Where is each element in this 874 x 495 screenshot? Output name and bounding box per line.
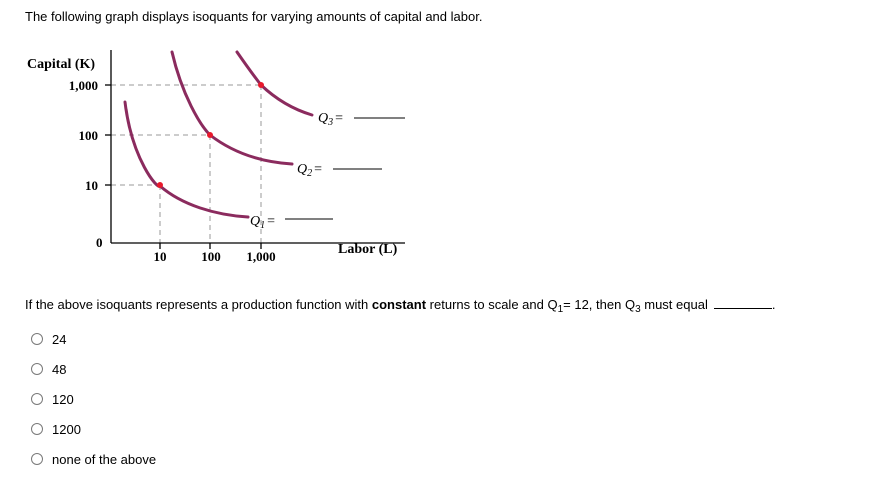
- radio-button[interactable]: [31, 363, 43, 375]
- origin-label: 0: [96, 235, 103, 250]
- isoquant-q3-label: Q3 =: [318, 111, 343, 128]
- radio-button[interactable]: [31, 423, 43, 435]
- radio-button[interactable]: [31, 333, 43, 345]
- radio-button[interactable]: [31, 453, 43, 465]
- option-label: 1200: [52, 421, 81, 437]
- option-label: 48: [52, 361, 67, 377]
- isoquant-q3-point: [258, 82, 264, 88]
- x-axis-label: Labor (L): [338, 242, 398, 257]
- y-tick-label: 100: [79, 128, 99, 143]
- option-48[interactable]: 48: [31, 360, 66, 378]
- option-24[interactable]: 24: [31, 330, 66, 348]
- x-tick-label: 10: [154, 249, 167, 264]
- radio-button[interactable]: [31, 393, 43, 405]
- y-tick-label: 10: [85, 178, 98, 193]
- answer-blank: [713, 296, 772, 309]
- intro-text: The following graph displays isoquants f…: [25, 9, 483, 24]
- option-none-of-the-above[interactable]: none of the above: [31, 450, 156, 468]
- option-120[interactable]: 120: [31, 390, 74, 408]
- isoquant-q3-curve: [235, 50, 314, 117]
- isoquant-q1-curve: [123, 100, 250, 219]
- question-text: If the above isoquants represents a prod…: [25, 296, 776, 315]
- isoquant-q2-label: Q2 =: [297, 162, 322, 179]
- option-label: 120: [52, 391, 74, 407]
- question-emphasis: constant: [371, 297, 427, 312]
- option-label: 24: [52, 331, 67, 347]
- y-tick-label: 1,000: [69, 78, 98, 93]
- x-tick-label: 100: [201, 249, 221, 264]
- isoquant-q1-label: Q1 =: [250, 214, 275, 231]
- isoquant-q2-curve: [170, 50, 294, 166]
- option-1200[interactable]: 1200: [31, 420, 81, 438]
- isoquant-q2-point: [207, 132, 213, 138]
- isoquant-graph: Capital (K) Labor (L) 0 1,000 100 10 10 …: [27, 50, 405, 264]
- isoquant-q1-point: [157, 182, 163, 188]
- y-axis-label: Capital (K): [27, 57, 95, 72]
- x-tick-label: 1,000: [246, 249, 275, 264]
- option-label: none of the above: [52, 451, 157, 467]
